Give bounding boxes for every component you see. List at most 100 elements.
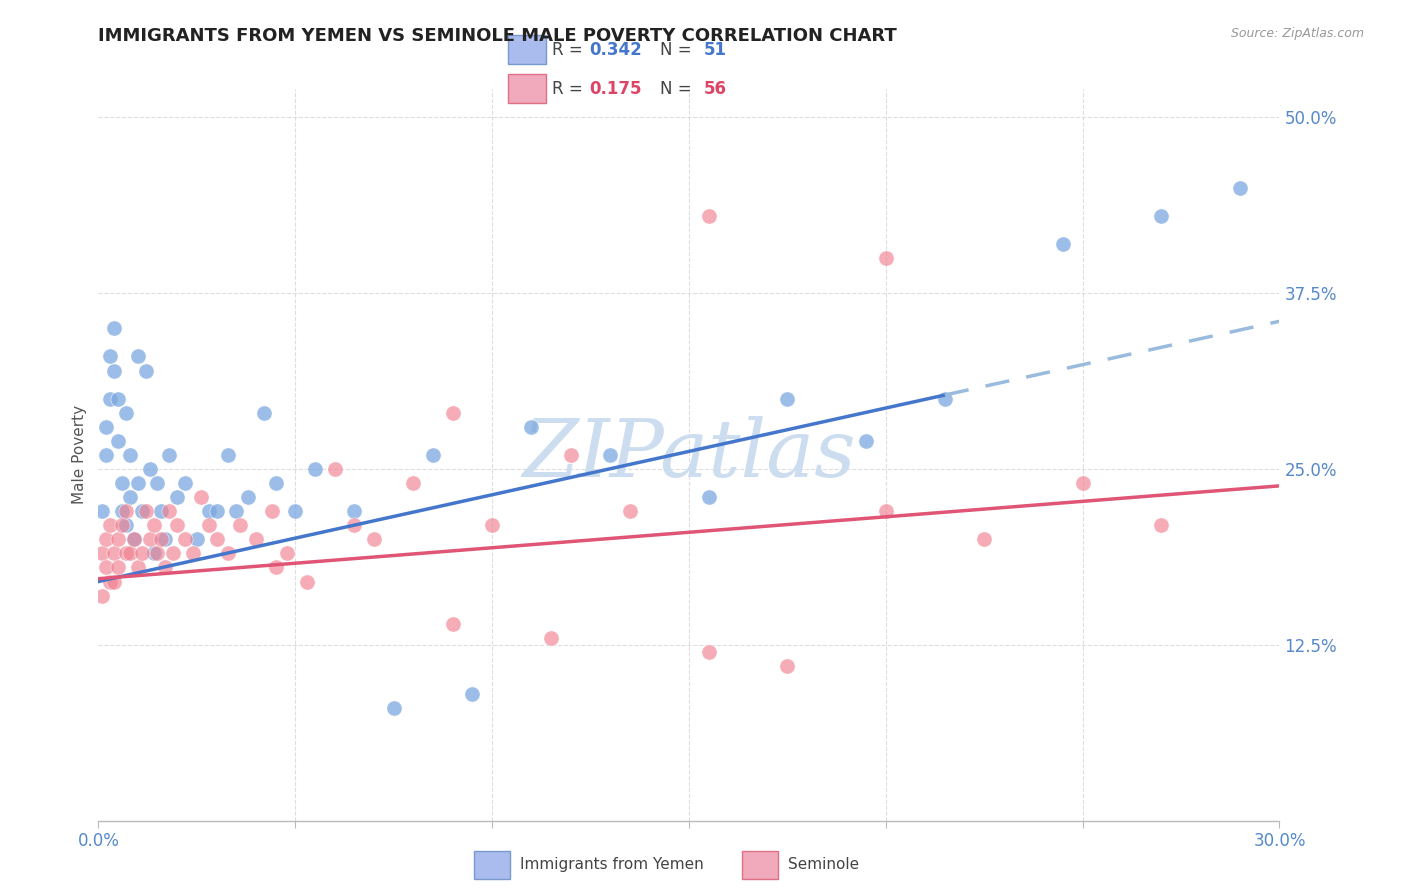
Text: R =: R =	[551, 41, 588, 59]
Point	[619, 504, 641, 518]
Point	[1229, 180, 1251, 194]
Point	[98, 350, 121, 364]
Text: Source: ZipAtlas.com: Source: ZipAtlas.com	[1230, 27, 1364, 40]
Point	[103, 321, 125, 335]
Point	[115, 518, 138, 533]
Point	[127, 476, 149, 491]
Point	[934, 392, 956, 406]
Text: 0.342: 0.342	[589, 41, 641, 59]
Text: IMMIGRANTS FROM YEMEN VS SEMINOLE MALE POVERTY CORRELATION CHART: IMMIGRANTS FROM YEMEN VS SEMINOLE MALE P…	[98, 27, 897, 45]
Point	[174, 476, 197, 491]
Point	[122, 533, 145, 547]
Point	[91, 589, 114, 603]
Point	[284, 504, 307, 518]
Point	[118, 490, 141, 504]
Text: 56: 56	[703, 79, 727, 97]
Point	[131, 546, 153, 560]
Point	[174, 533, 197, 547]
Point	[264, 476, 287, 491]
Point	[135, 504, 157, 518]
Point	[181, 546, 204, 560]
Point	[697, 645, 720, 659]
Point	[127, 350, 149, 364]
Point	[245, 533, 267, 547]
Point	[973, 533, 995, 547]
Point	[217, 546, 239, 560]
Point	[260, 504, 283, 518]
Bar	[509, 74, 546, 103]
Point	[1071, 476, 1094, 491]
Point	[225, 504, 247, 518]
Point	[155, 560, 177, 574]
Point	[162, 546, 184, 560]
Point	[118, 448, 141, 462]
Point	[122, 533, 145, 547]
Point	[91, 546, 114, 560]
Point	[197, 504, 219, 518]
Point	[155, 533, 177, 547]
Point	[697, 490, 720, 504]
Bar	[509, 36, 546, 64]
Point	[96, 533, 118, 547]
Point	[91, 504, 114, 518]
Y-axis label: Male Poverty: Male Poverty	[72, 405, 87, 505]
Point	[441, 616, 464, 631]
Point	[205, 504, 228, 518]
Point	[304, 462, 326, 476]
Point	[96, 448, 118, 462]
Point	[481, 518, 503, 533]
Point	[217, 448, 239, 462]
Point	[190, 490, 212, 504]
Point	[115, 406, 138, 420]
Text: N =: N =	[659, 41, 697, 59]
Point	[146, 476, 169, 491]
Point	[855, 434, 877, 448]
Point	[276, 546, 298, 560]
Point	[111, 518, 134, 533]
Point	[96, 560, 118, 574]
Bar	[474, 851, 509, 879]
Point	[236, 490, 259, 504]
Point	[875, 251, 897, 265]
Point	[115, 504, 138, 518]
Point	[103, 546, 125, 560]
Point	[323, 462, 346, 476]
Point	[157, 448, 180, 462]
Point	[1052, 236, 1074, 251]
Point	[776, 392, 799, 406]
Point	[253, 406, 276, 420]
Point	[461, 687, 484, 701]
Point	[107, 392, 129, 406]
Point	[98, 392, 121, 406]
Point	[264, 560, 287, 574]
Point	[127, 560, 149, 574]
Point	[111, 504, 134, 518]
Point	[441, 406, 464, 420]
Point	[103, 574, 125, 589]
Point	[343, 504, 366, 518]
Point	[157, 504, 180, 518]
Point	[146, 546, 169, 560]
Point	[111, 476, 134, 491]
Text: N =: N =	[659, 79, 697, 97]
Point	[875, 504, 897, 518]
Point	[142, 546, 165, 560]
Text: 0.175: 0.175	[589, 79, 641, 97]
Point	[166, 518, 188, 533]
Text: Seminole: Seminole	[787, 857, 859, 872]
Point	[520, 419, 543, 434]
Point	[382, 701, 405, 715]
Point	[131, 504, 153, 518]
Point	[103, 363, 125, 377]
Point	[343, 518, 366, 533]
Text: 51: 51	[703, 41, 727, 59]
Point	[422, 448, 444, 462]
Point	[540, 631, 562, 645]
Point	[697, 209, 720, 223]
Point	[1150, 209, 1173, 223]
Point	[118, 546, 141, 560]
Point	[107, 533, 129, 547]
Point	[599, 448, 621, 462]
Point	[197, 518, 219, 533]
Point	[107, 434, 129, 448]
